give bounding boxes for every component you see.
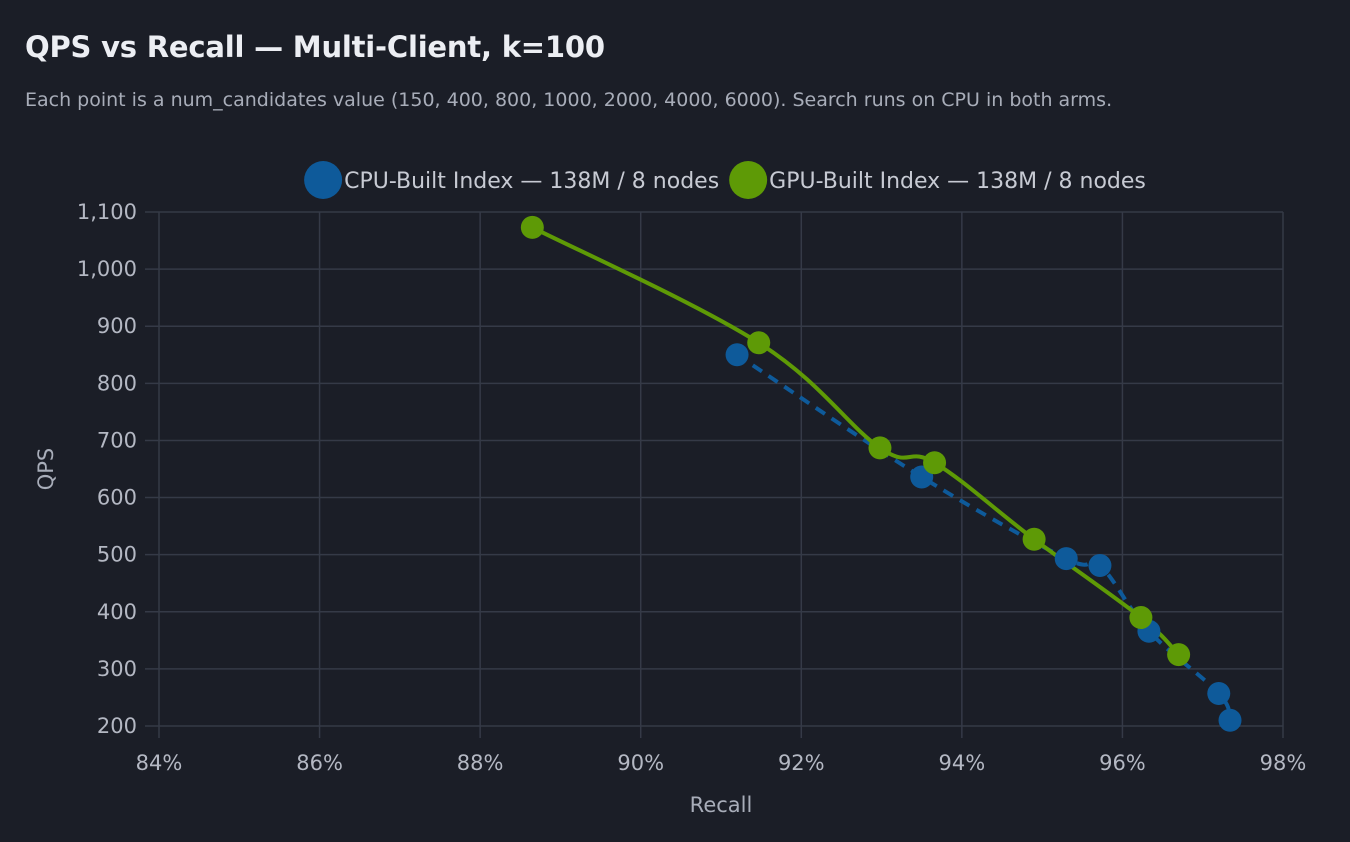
y-tick-label: 1,000 [77, 257, 137, 281]
y-tick-label: 400 [97, 600, 137, 624]
legend-item-2[interactable]: GPU-Built Index — 138M / 8 nodes [729, 161, 1146, 199]
chart-subtitle: Each point is a num_candidates value (15… [25, 89, 1113, 111]
y-tick-label: 200 [97, 714, 137, 738]
x-tick-label: 90% [617, 751, 664, 775]
grid-lines [145, 211, 1284, 738]
legend-marker [729, 161, 768, 199]
series-line-1 [735, 353, 1232, 722]
series-2-point [1022, 527, 1046, 551]
series-1-point [725, 343, 749, 367]
chart-title: QPS vs Recall — Multi-Client, k=100 [25, 30, 605, 64]
series-line-2 [530, 225, 1181, 657]
series-2-point [1167, 643, 1191, 667]
x-axis-ticks: 84% 86% 88% 90% 92% 94% 96% 98% [136, 751, 1307, 775]
x-axis-title: Recall [690, 793, 753, 817]
y-tick-label: 900 [97, 314, 137, 338]
legend-item-1[interactable]: CPU-Built Index — 138M / 8 nodes [304, 161, 719, 199]
y-axis-title: QPS [34, 448, 58, 491]
series-2-point [520, 215, 544, 239]
y-tick-label: 700 [97, 428, 137, 452]
series-1-point [1218, 708, 1242, 732]
y-tick-label: 500 [97, 543, 137, 567]
series-2-point [868, 436, 892, 460]
series-points [520, 215, 1242, 732]
series-1-point [1207, 681, 1231, 705]
x-tick-label: 94% [939, 751, 986, 775]
series-lines [530, 225, 1232, 722]
x-tick-label: 92% [778, 751, 825, 775]
series-2-point [1129, 605, 1153, 629]
y-tick-label: 600 [97, 486, 137, 510]
series-1-point [1088, 554, 1112, 578]
y-axis-ticks: 200 300 400 500 600 700 800 900 1,000 1,100 [77, 200, 137, 738]
y-tick-label: 300 [97, 657, 137, 681]
y-tick-label: 800 [97, 371, 137, 395]
series-2-point [747, 331, 771, 355]
series-1-point [1054, 547, 1078, 571]
legend[interactable]: CPU-Built Index — 138M / 8 nodes GPU-Buil… [304, 161, 1146, 199]
x-tick-label: 88% [457, 751, 504, 775]
x-tick-label: 86% [296, 751, 343, 775]
x-tick-label: 96% [1099, 751, 1146, 775]
x-tick-label: 98% [1260, 751, 1307, 775]
legend-label: GPU-Built Index — 138M / 8 nodes [769, 169, 1146, 194]
legend-marker [304, 161, 343, 199]
series-2-point [923, 451, 947, 475]
y-tick-label: 1,100 [77, 200, 137, 224]
x-tick-label: 84% [136, 751, 183, 775]
legend-label: CPU-Built Index — 138M / 8 nodes [344, 169, 719, 194]
